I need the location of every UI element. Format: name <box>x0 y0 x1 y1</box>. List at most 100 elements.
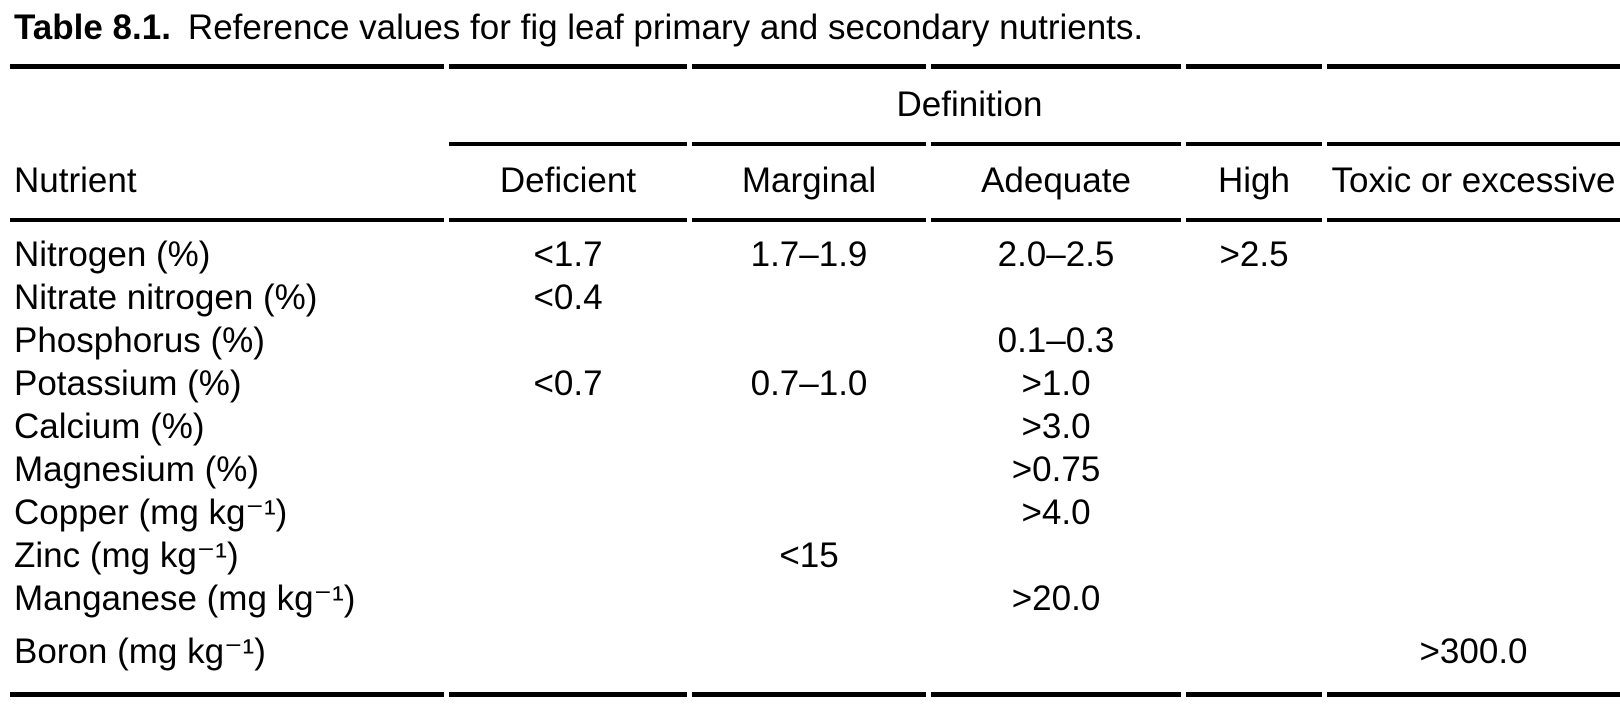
table-cell <box>1327 362 1620 405</box>
rule-segment <box>449 64 687 69</box>
table-cell: >4.0 <box>1021 493 1091 532</box>
rule-segment <box>1186 218 1322 222</box>
table-cell <box>1186 534 1322 577</box>
definition-rule <box>10 142 1620 146</box>
table-caption: Table 8.1. Reference values for fig leaf … <box>14 6 1620 50</box>
table-cell <box>1327 276 1620 319</box>
table-cell: 1.7–1.9 <box>750 235 868 274</box>
table-cell <box>449 630 687 673</box>
table-cell <box>449 319 687 362</box>
column-header-nutrient: Nutrient <box>14 161 137 200</box>
rule-segment <box>692 64 926 69</box>
rule-segment <box>1327 218 1620 222</box>
header-rule <box>10 218 1620 222</box>
table-cell <box>692 448 926 491</box>
rule-segment <box>10 64 444 69</box>
table-cell <box>692 491 926 534</box>
table-row-nitrogen: Nitrogen (%) <1.7 1.7–1.9 2.0–2.5 >2.5 <box>10 233 1620 276</box>
table-cell: >0.75 <box>1011 450 1101 489</box>
table-cell: Magnesium (%) <box>14 450 260 489</box>
table-cell <box>931 534 1181 577</box>
table-cell <box>1327 491 1620 534</box>
table-cell <box>1186 362 1322 405</box>
table-cell: Nitrogen (%) <box>14 235 211 274</box>
column-header-high: High <box>1218 161 1290 200</box>
rule-segment <box>449 692 687 697</box>
rule-segment <box>931 692 1181 697</box>
table-body: Nitrogen (%) <1.7 1.7–1.9 2.0–2.5 >2.5 N… <box>10 233 1620 673</box>
column-header-deficient: Deficient <box>499 161 637 200</box>
definition-group-header: Definition <box>896 85 1043 124</box>
table-cell: <1.7 <box>533 235 603 274</box>
table-cell: Zinc (mg kg⁻¹) <box>14 536 239 575</box>
table-cell <box>692 319 926 362</box>
table-cell <box>1327 534 1620 577</box>
table-cell <box>1186 491 1322 534</box>
rule-segment <box>1186 692 1322 697</box>
table-cell: <0.4 <box>533 278 603 317</box>
table-cell <box>692 276 926 319</box>
rule-segment <box>931 218 1181 222</box>
table-row-zinc: Zinc (mg kg⁻¹) <15 <box>10 534 1620 577</box>
table-cell: 0.7–1.0 <box>750 364 868 403</box>
table-cell: Copper (mg kg⁻¹) <box>14 493 288 532</box>
column-header-toxic: Toxic or excessive <box>1331 161 1616 200</box>
table-cell: Boron (mg kg⁻¹) <box>14 632 266 671</box>
bottom-rule <box>10 692 1620 697</box>
table-cell <box>1186 448 1322 491</box>
table-cell <box>1327 233 1620 276</box>
rule-segment <box>931 64 1181 69</box>
table-row-magnesium: Magnesium (%) >0.75 <box>10 448 1620 491</box>
rule-segment <box>10 218 444 222</box>
rule-segment <box>692 218 926 222</box>
table-cell <box>1186 319 1322 362</box>
rule-segment <box>1186 64 1322 69</box>
rule-segment <box>692 692 926 697</box>
table-cell: Manganese (mg kg⁻¹) <box>14 579 356 618</box>
table-cell <box>449 491 687 534</box>
column-header-adequate: Adequate <box>981 161 1131 200</box>
table-cell: 2.0–2.5 <box>997 235 1115 274</box>
table-cell <box>692 630 926 673</box>
table-cell: 0.1–0.3 <box>997 321 1115 360</box>
rule-spacer <box>10 142 444 146</box>
table-cell <box>1186 630 1322 673</box>
rule-segment <box>1327 64 1620 69</box>
column-header-row: Nutrient Deficient Marginal Adequate Hig… <box>10 160 1620 202</box>
table-row-manganese: Manganese (mg kg⁻¹) >20.0 <box>10 577 1620 620</box>
table-cell <box>692 405 926 448</box>
table-row-boron: Boron (mg kg⁻¹) >300.0 <box>10 630 1620 673</box>
rule-segment <box>692 142 926 146</box>
rule-segment <box>449 142 687 146</box>
table-row-nitrate-nitrogen: Nitrate nitrogen (%) <0.4 <box>10 276 1620 319</box>
table-cell <box>931 630 1181 673</box>
table-cell <box>449 534 687 577</box>
table-row-potassium: Potassium (%) <0.7 0.7–1.0 >1.0 <box>10 362 1620 405</box>
table-cell <box>1186 405 1322 448</box>
top-rule <box>10 64 1620 69</box>
table-cell: <0.7 <box>533 364 603 403</box>
table-cell <box>1327 448 1620 491</box>
table-row-phosphorus: Phosphorus (%) 0.1–0.3 <box>10 319 1620 362</box>
table-cell: Potassium (%) <box>14 364 242 403</box>
table-row-copper: Copper (mg kg⁻¹) >4.0 <box>10 491 1620 534</box>
table-number-label: Table 8.1. <box>14 8 171 47</box>
table: Definition Nutrient Deficient Marginal A… <box>10 64 1620 697</box>
rule-segment <box>10 692 444 697</box>
rule-segment <box>1186 142 1322 146</box>
table-cell <box>1186 276 1322 319</box>
rule-segment <box>449 218 687 222</box>
rule-segment <box>1327 692 1620 697</box>
table-cell <box>1327 577 1620 620</box>
table-cell <box>692 577 926 620</box>
table-cell: Calcium (%) <box>14 407 205 446</box>
table-cell: >3.0 <box>1021 407 1091 446</box>
table-row-calcium: Calcium (%) >3.0 <box>10 405 1620 448</box>
table-cell <box>1186 577 1322 620</box>
caption-text: Reference values for fig leaf primary an… <box>187 8 1144 47</box>
table-cell: >300.0 <box>1419 632 1528 671</box>
table-cell: >20.0 <box>1011 579 1101 618</box>
table-cell <box>449 405 687 448</box>
rule-segment <box>931 142 1181 146</box>
